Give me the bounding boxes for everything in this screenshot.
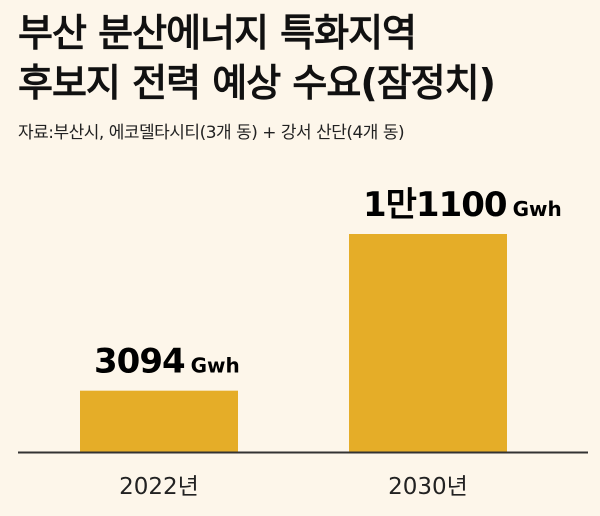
bar-0 [80,390,238,452]
title-line-2: 후보지 전력 예상 수요(잠정치) [18,61,496,105]
data-label-number-1: 1만1100 [363,185,507,225]
data-label-number-0: 3094 [94,342,185,382]
title-line-1: 부산 분산에너지 특화지역 [18,11,417,55]
x-tick-label-1: 2030년 [388,474,468,500]
data-label-unit-1: Gwh [513,197,562,221]
data-label-unit-0: Gwh [191,354,240,378]
chart-title: 부산 분산에너지 특화지역 후보지 전력 예상 수요(잠정치) [18,8,588,108]
x-tick-label-0: 2022년 [119,474,199,500]
data-label-1: 1만1100 Gwh [363,185,562,225]
source-note: 자료:부산시, 에코델타시티(3개 동) + 강서 산단(4개 동) [18,123,405,143]
bar-1 [349,234,507,452]
data-label-0: 3094 Gwh [94,342,240,382]
